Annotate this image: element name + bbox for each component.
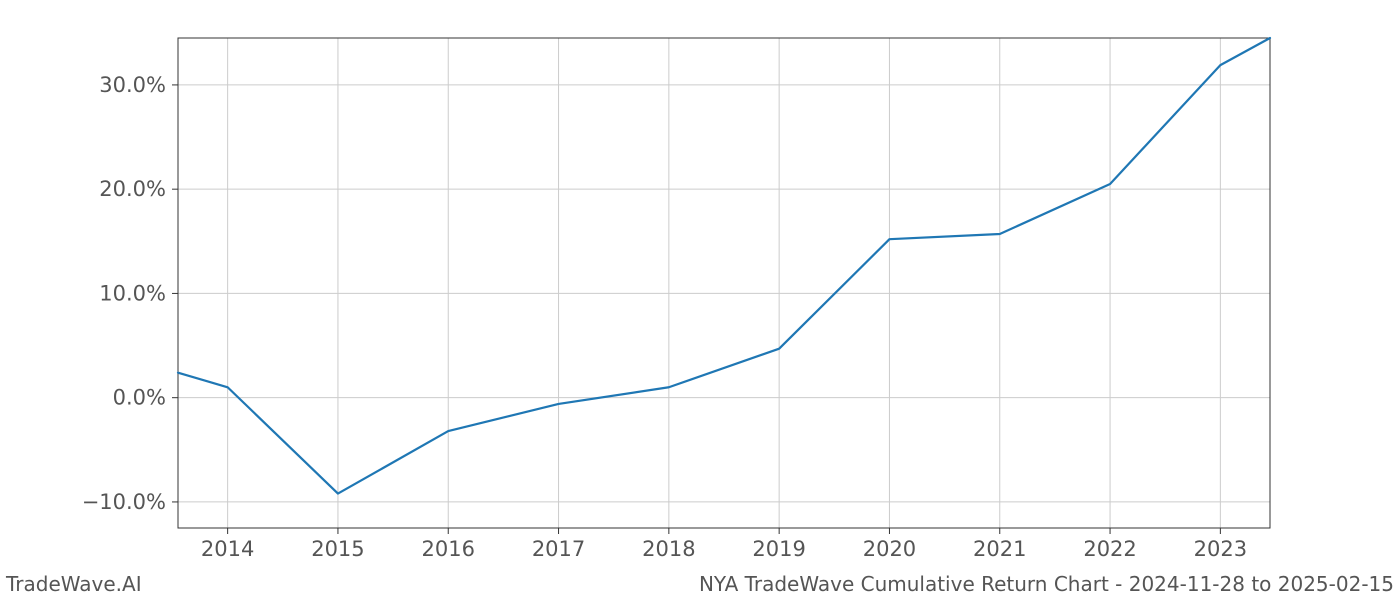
svg-text:30.0%: 30.0% xyxy=(99,73,166,97)
svg-text:2018: 2018 xyxy=(642,537,695,561)
cumulative-return-chart: 2014 2015 2016 2017 2018 2019 2020 2021 2022 2023… xyxy=(0,0,1400,600)
svg-text:2022: 2022 xyxy=(1083,537,1136,561)
svg-text:2015: 2015 xyxy=(311,537,364,561)
svg-text:2023: 2023 xyxy=(1194,537,1247,561)
svg-text:0.0%: 0.0% xyxy=(113,386,166,410)
svg-text:2014: 2014 xyxy=(201,537,254,561)
svg-text:2019: 2019 xyxy=(752,537,805,561)
footer-left-label: TradeWave.AI xyxy=(6,572,142,596)
svg-text:10.0%: 10.0% xyxy=(99,281,166,305)
svg-text:2020: 2020 xyxy=(863,537,916,561)
footer-right-label: NYA TradeWave Cumulative Return Chart - … xyxy=(699,572,1394,596)
svg-text:2016: 2016 xyxy=(422,537,475,561)
svg-text:2021: 2021 xyxy=(973,537,1026,561)
svg-text:−10.0%: −10.0% xyxy=(82,490,166,514)
svg-text:20.0%: 20.0% xyxy=(99,177,166,201)
chart-svg: 2014 2015 2016 2017 2018 2019 2020 2021 2022 2023… xyxy=(0,0,1400,600)
svg-text:2017: 2017 xyxy=(532,537,585,561)
